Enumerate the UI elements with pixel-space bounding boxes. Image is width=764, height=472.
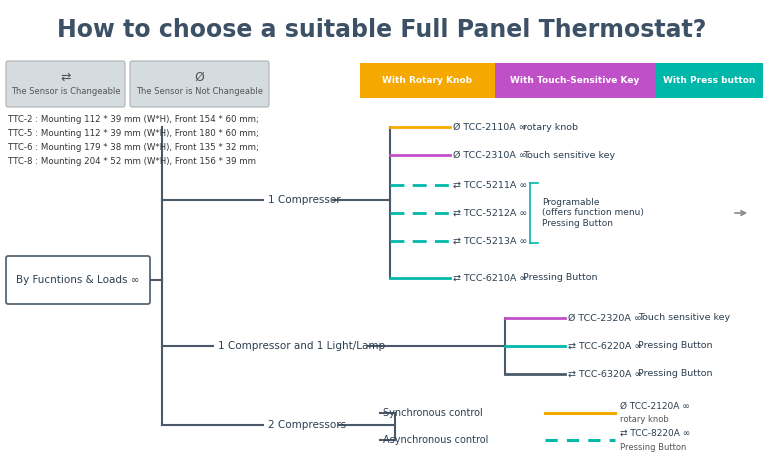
Text: By Fucntions & Loads ∞: By Fucntions & Loads ∞: [16, 275, 140, 285]
FancyBboxPatch shape: [130, 61, 269, 107]
Text: Touch sensitive key: Touch sensitive key: [638, 313, 730, 322]
Text: TTC-2 : Mounting 112 * 39 mm (W*H), Front 154 * 60 mm;
TTC-5 : Mounting 112 * 39: TTC-2 : Mounting 112 * 39 mm (W*H), Fron…: [8, 115, 259, 166]
Text: How to choose a suitable Full Panel Thermostat?: How to choose a suitable Full Panel Ther…: [57, 18, 707, 42]
Text: Touch sensitive key: Touch sensitive key: [523, 151, 615, 160]
Text: 1 Compressor and 1 Light/Lamp: 1 Compressor and 1 Light/Lamp: [218, 341, 385, 351]
Text: With Press button: With Press button: [663, 76, 755, 85]
Text: Pressing Button: Pressing Button: [638, 370, 713, 379]
Text: Ø TCC-2120A ∞: Ø TCC-2120A ∞: [620, 402, 690, 411]
Text: rotary knob: rotary knob: [620, 415, 668, 424]
Text: Ø TCC-2320A ∞: Ø TCC-2320A ∞: [568, 313, 642, 322]
Text: 2 Compressors: 2 Compressors: [268, 420, 346, 430]
FancyBboxPatch shape: [6, 61, 125, 107]
Text: Programable
(offers function menu)
Pressing Button: Programable (offers function menu) Press…: [542, 198, 644, 228]
Text: ⇄ TCC-6320A ∞: ⇄ TCC-6320A ∞: [568, 370, 643, 379]
Text: Asynchronous control: Asynchronous control: [383, 435, 488, 445]
FancyBboxPatch shape: [6, 256, 150, 304]
Text: Synchronous control: Synchronous control: [383, 408, 483, 418]
Bar: [495, 63, 655, 98]
Bar: [360, 63, 495, 98]
Text: Pressing Button: Pressing Button: [620, 443, 686, 452]
Text: Ø TCC-2110A ∞: Ø TCC-2110A ∞: [453, 123, 526, 132]
Text: rotary knob: rotary knob: [523, 123, 578, 132]
Text: ⇄ TCC-6210A ∞: ⇄ TCC-6210A ∞: [453, 273, 527, 283]
Text: Ø: Ø: [195, 70, 205, 84]
Text: ⇄ TCC-5212A ∞: ⇄ TCC-5212A ∞: [453, 209, 527, 218]
Text: 1 Compressor: 1 Compressor: [268, 195, 341, 205]
Bar: [655, 63, 763, 98]
Text: The Sensor is Not Changeable: The Sensor is Not Changeable: [136, 87, 263, 96]
Text: With Rotary Knob: With Rotary Knob: [383, 76, 472, 85]
Text: ⇄: ⇄: [60, 70, 71, 84]
Text: ⇄ TCC-5213A ∞: ⇄ TCC-5213A ∞: [453, 236, 527, 245]
Text: With Touch-Sensitive Key: With Touch-Sensitive Key: [510, 76, 639, 85]
Text: ⇄ TCC-5211A ∞: ⇄ TCC-5211A ∞: [453, 180, 527, 189]
Text: Pressing Button: Pressing Button: [523, 273, 597, 283]
Text: ⇄ TCC-6220A ∞: ⇄ TCC-6220A ∞: [568, 342, 643, 351]
Text: Pressing Button: Pressing Button: [638, 342, 713, 351]
Text: ⇄ TCC-8220A ∞: ⇄ TCC-8220A ∞: [620, 429, 690, 438]
Text: Ø TCC-2310A ∞: Ø TCC-2310A ∞: [453, 151, 526, 160]
Text: The Sensor is Changeable: The Sensor is Changeable: [11, 87, 120, 96]
